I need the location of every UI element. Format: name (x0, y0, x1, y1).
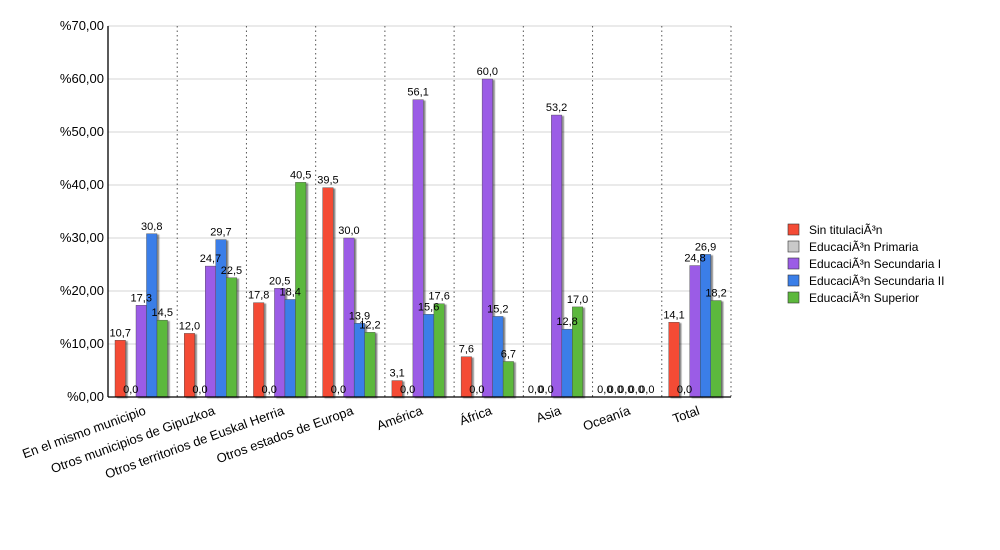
bar (353, 323, 365, 398)
legend-label: EducaciÃ³n Secundaria I (809, 257, 941, 271)
data-label: 0,0 (597, 384, 612, 396)
bar (710, 300, 722, 398)
data-label: 17,0 (567, 294, 588, 306)
data-label: 12,2 (359, 319, 380, 331)
data-label: 14,5 (152, 307, 173, 319)
bar (322, 187, 334, 398)
legend-swatch (787, 257, 800, 270)
data-label: 0,0 (629, 384, 644, 396)
data-label: 26,9 (695, 241, 716, 253)
bar (433, 303, 445, 398)
data-label: 13,9 (349, 310, 370, 322)
data-label: 18,2 (705, 288, 726, 300)
y-tick-label: %70,00 (60, 18, 104, 33)
data-label: 0,0 (639, 384, 654, 396)
data-labels: 10,7 0,0 17,3 30,8 14,5 12,0 0,0 24,7 29,7 22,5 17… (110, 66, 727, 396)
bar (551, 114, 563, 398)
bar (156, 319, 168, 398)
data-label: 12,0 (179, 320, 200, 332)
data-label: 0,0 (528, 384, 543, 396)
bar (253, 302, 265, 398)
bar (502, 361, 514, 398)
data-label: 17,6 (428, 291, 449, 303)
y-tick-label: %20,00 (60, 283, 104, 298)
bar (284, 299, 296, 398)
data-label: 7,6 (459, 344, 474, 356)
data-label: 18,4 (279, 286, 300, 298)
data-label: 17,8 (248, 290, 269, 302)
data-label: 0,0 (400, 384, 415, 396)
data-label: 12,8 (556, 316, 577, 328)
data-label: 53,2 (546, 102, 567, 114)
data-label: 39,5 (317, 175, 338, 187)
bar (423, 314, 435, 398)
data-label: 60,0 (477, 66, 498, 78)
data-label: 15,6 (418, 301, 439, 313)
x-tick-label: África (457, 402, 494, 428)
x-tick-label: Asia (534, 402, 564, 425)
data-label: 3,1 (389, 368, 404, 380)
data-label: 0,0 (123, 384, 138, 396)
legend-swatch (787, 291, 800, 304)
bars (114, 78, 722, 398)
x-tick-label: Oceanía (581, 402, 633, 433)
data-label: 0,0 (331, 384, 346, 396)
legend-swatch (787, 223, 800, 236)
data-label: 17,3 (131, 292, 152, 304)
data-label: 0,0 (608, 384, 623, 396)
data-label: 30,0 (338, 225, 359, 237)
data-label: 20,5 (269, 275, 290, 287)
legend-label: EducaciÃ³n Primaria (809, 240, 919, 254)
data-label: 0,0 (262, 384, 277, 396)
y-tick-label: %0,00 (67, 389, 104, 404)
bar (226, 277, 237, 398)
y-tick-label: %10,00 (60, 336, 104, 351)
axes: %0,00 %10,00 %20,00 %30,00 %40,00 %50,00 %60,0… (20, 18, 731, 482)
legend-label: Sin titulaciÃ³n (809, 223, 882, 237)
data-label: 24,8 (684, 253, 705, 265)
bar (364, 332, 376, 398)
x-tick-label: América (375, 402, 426, 433)
data-label: 0,0 (469, 384, 484, 396)
y-tick-label: %60,00 (60, 71, 104, 86)
data-label: 29,7 (210, 227, 231, 239)
bar (274, 288, 286, 398)
bar (561, 328, 573, 398)
bar (700, 254, 711, 398)
y-tick-label: %40,00 (60, 177, 104, 192)
data-label: 0,0 (618, 384, 633, 396)
data-label: 30,8 (141, 221, 162, 233)
data-label: 10,7 (110, 327, 131, 339)
x-tick-label: Total (670, 403, 701, 427)
y-tick-label: %30,00 (60, 230, 104, 245)
data-label: 0,0 (538, 384, 553, 396)
data-label: 56,1 (407, 87, 428, 99)
bar (412, 99, 424, 398)
legend-swatch (787, 274, 800, 287)
legend-label: EducaciÃ³n Secundaria II (809, 274, 944, 288)
legend-swatch (787, 240, 800, 253)
legend-label: EducaciÃ³n Superior (809, 291, 919, 305)
data-label: 14,1 (663, 309, 684, 321)
data-label: 40,5 (290, 169, 311, 181)
bar (481, 78, 493, 398)
bar (689, 265, 701, 398)
data-label: 24,7 (200, 253, 221, 265)
legend: Sin titulaciÃ³n EducaciÃ³n Primaria Educac… (787, 223, 944, 305)
data-label: 6,7 (501, 348, 516, 360)
data-label: 0,0 (192, 384, 207, 396)
y-tick-label: %50,00 (60, 124, 104, 139)
data-label: 22,5 (221, 265, 242, 277)
data-label: 15,2 (487, 303, 508, 315)
data-label: 0,0 (677, 384, 692, 396)
bar (205, 265, 216, 398)
